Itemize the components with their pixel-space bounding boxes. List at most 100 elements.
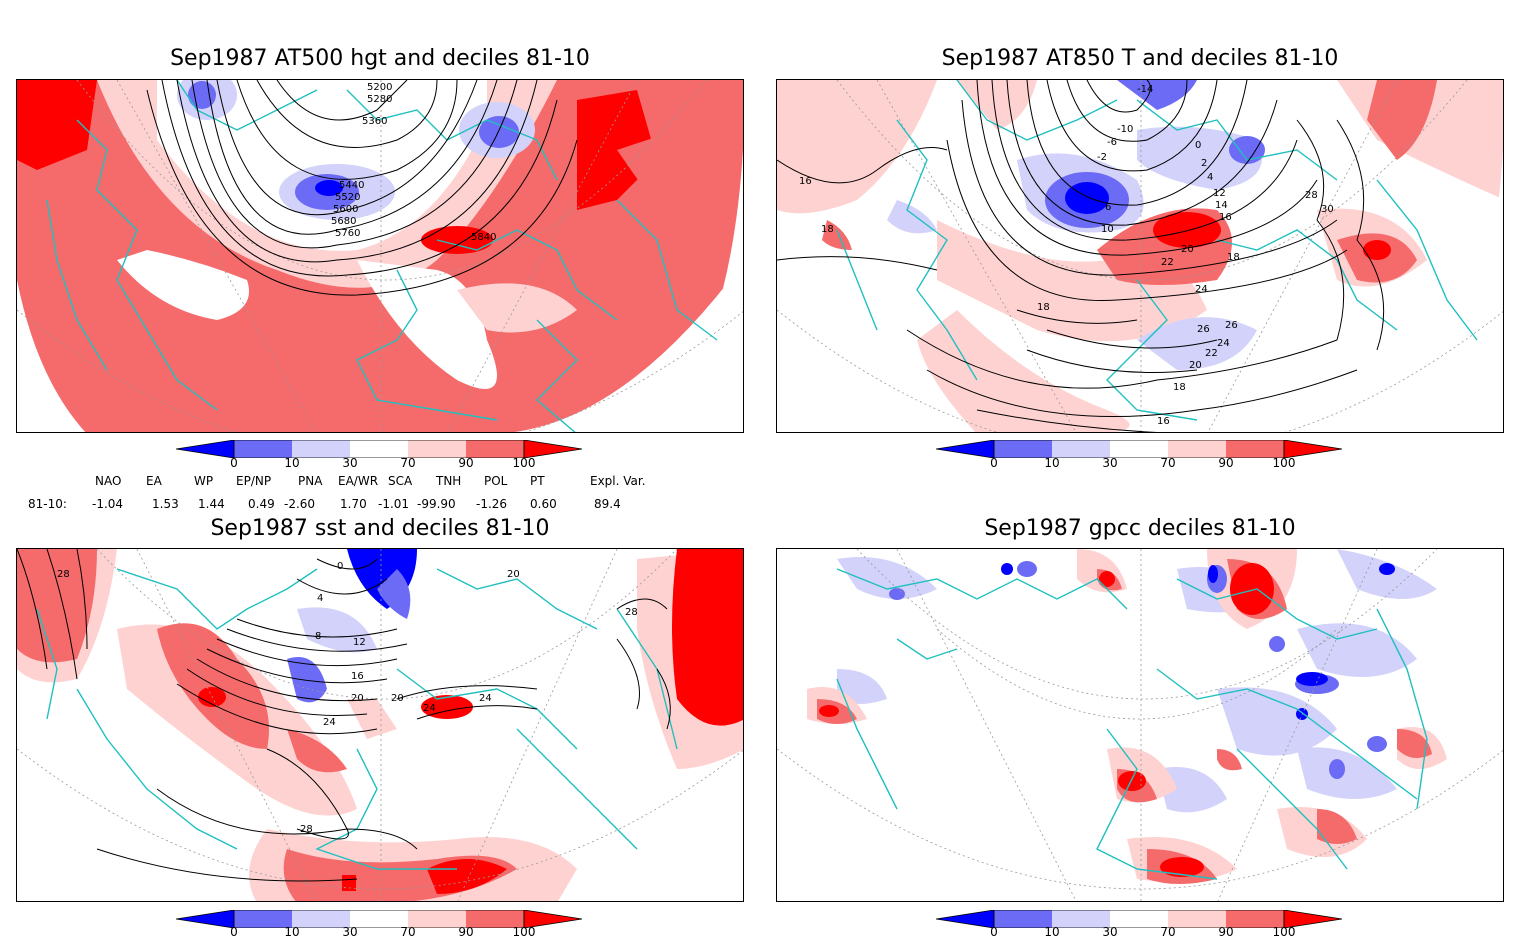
map-sst-canvas: 0 4 8 12 16 20 24 28 28 28 24 24 20 20 bbox=[17, 549, 743, 901]
contour-label: 26 bbox=[1225, 320, 1238, 331]
contour-label: 18 bbox=[1037, 302, 1050, 313]
index-header: EA/WR bbox=[338, 474, 379, 488]
colorbar-top-left-ramp bbox=[175, 439, 583, 459]
contour-label: 6 bbox=[1105, 202, 1111, 213]
colorbar-bottom-right-ramp bbox=[935, 909, 1343, 929]
contour-label: 28 bbox=[300, 824, 313, 835]
panel-title-gpcc: Sep1987 gpcc deciles 81-10 bbox=[984, 516, 1296, 541]
index-value: 0.60 bbox=[530, 497, 557, 511]
colorbar-tick: 10 bbox=[284, 925, 300, 939]
contour-label: 22 bbox=[1205, 348, 1218, 359]
contour-label: 20 bbox=[391, 693, 404, 704]
contour-label: 24 bbox=[1217, 338, 1230, 349]
map-hgt500-canvas: 5200 5280 5360 5440 5520 5600 5680 5760 … bbox=[17, 80, 743, 432]
map-hgt500: 5200 5280 5360 5440 5520 5600 5680 5760 … bbox=[16, 79, 744, 433]
colorbar-tick: 70 bbox=[1160, 456, 1176, 470]
colorbar-tick: 30 bbox=[1102, 925, 1118, 939]
colorbar-tick: 10 bbox=[284, 456, 300, 470]
colorbar-tick: 90 bbox=[1218, 925, 1234, 939]
contour-label: 5280 bbox=[367, 94, 392, 105]
contour-label: 16 bbox=[1157, 416, 1170, 427]
colorbar-tick: 70 bbox=[1160, 925, 1176, 939]
panel-title-sst: Sep1987 sst and deciles 81-10 bbox=[210, 516, 550, 541]
colorbar-tick: 100 bbox=[1272, 925, 1296, 939]
index-row-label: 81-10: bbox=[28, 497, 67, 511]
contour-label: 5200 bbox=[367, 82, 392, 93]
colorbar-tick: 30 bbox=[342, 925, 358, 939]
map-gpcc bbox=[776, 548, 1504, 902]
contour-label: 20 bbox=[1189, 360, 1202, 371]
contour-label: 5440 bbox=[339, 180, 364, 191]
map-t850-canvas: -14 -10 -6 -2 0 2 4 6 10 12 14 16 18 20 … bbox=[777, 80, 1503, 432]
index-header: EP/NP bbox=[236, 474, 272, 488]
panel-title-hgt500: Sep1987 AT500 hgt and deciles 81-10 bbox=[170, 46, 590, 71]
index-header: WP bbox=[194, 474, 214, 488]
colorbar-bottom-left-ramp bbox=[175, 909, 583, 929]
contour-label: -10 bbox=[1117, 124, 1133, 135]
contour-label: 16 bbox=[351, 671, 364, 682]
contour-label: 18 bbox=[1227, 252, 1240, 263]
colorbar-bottom-right: 0 10 30 70 90 100 bbox=[935, 909, 1346, 940]
colorbar-top-right: 0 10 30 70 90 100 bbox=[935, 439, 1346, 476]
colorbar-top-right-ramp bbox=[935, 439, 1343, 459]
t850-contour-labels: -14 -10 -6 -2 0 2 4 6 10 12 14 16 18 20 … bbox=[799, 84, 1334, 427]
contour-label: 24 bbox=[1195, 284, 1208, 295]
colorbar-tick: 0 bbox=[230, 456, 238, 470]
hgt500-contour-labels: 5200 5280 5360 5440 5520 5600 5680 5760 … bbox=[331, 82, 496, 243]
map-sst: 0 4 8 12 16 20 24 28 28 28 24 24 20 20 bbox=[16, 548, 744, 902]
index-header: PNA bbox=[298, 474, 323, 488]
colorbar-tick: 10 bbox=[1044, 925, 1060, 939]
contour-label: 12 bbox=[353, 637, 366, 648]
index-header: TNH bbox=[436, 474, 462, 488]
contour-label: 20 bbox=[507, 569, 520, 580]
contour-label: 5360 bbox=[362, 116, 387, 127]
index-value: 89.4 bbox=[594, 497, 621, 511]
colorbar-tick: 70 bbox=[400, 925, 416, 939]
contour-label: 10 bbox=[1101, 224, 1114, 235]
colorbar-tick: 30 bbox=[342, 456, 358, 470]
map-gpcc-canvas bbox=[777, 549, 1503, 901]
index-value: -1.01 bbox=[378, 497, 410, 511]
colorbar-bottom-left: 0 10 30 70 90 100 bbox=[175, 909, 586, 940]
contour-label: 30 bbox=[1321, 204, 1334, 215]
colorbar-top-left: 0 10 30 70 90 100 bbox=[175, 439, 586, 476]
index-header: EA bbox=[146, 474, 162, 488]
contour-label: 18 bbox=[1173, 382, 1186, 393]
contour-label: 2 bbox=[1201, 158, 1207, 169]
contour-label: -6 bbox=[1107, 137, 1117, 148]
colorbar-tick: 0 bbox=[990, 925, 998, 939]
contour-label: 5840 bbox=[471, 232, 496, 243]
index-value: -1.04 bbox=[92, 497, 124, 511]
index-value: 1.44 bbox=[198, 497, 225, 511]
colorbar-tick: 30 bbox=[1102, 456, 1118, 470]
contour-label: 24 bbox=[323, 717, 336, 728]
contour-label: 5600 bbox=[333, 204, 358, 215]
colorbar-tick: 70 bbox=[400, 456, 416, 470]
contour-label: 16 bbox=[1219, 212, 1232, 223]
index-header: POL bbox=[484, 474, 508, 488]
colorbar-tick: 90 bbox=[458, 456, 474, 470]
contour-label: 14 bbox=[1215, 200, 1228, 211]
colorbar-tick: 10 bbox=[1044, 456, 1060, 470]
index-value: 1.70 bbox=[340, 497, 367, 511]
colorbar-tick: 90 bbox=[458, 925, 474, 939]
contour-label: 26 bbox=[1197, 324, 1210, 335]
contour-label: 28 bbox=[57, 569, 70, 580]
contour-label: 24 bbox=[423, 703, 436, 714]
contour-label: 28 bbox=[1305, 190, 1318, 201]
contour-label: -2 bbox=[1097, 152, 1107, 163]
contour-label: 12 bbox=[1213, 188, 1226, 199]
contour-label: 5520 bbox=[335, 192, 360, 203]
index-header: NAO bbox=[95, 474, 122, 488]
sst-contour-labels: 0 4 8 12 16 20 24 28 28 28 24 24 20 20 bbox=[57, 561, 638, 835]
contour-label: 28 bbox=[625, 607, 638, 618]
contour-label: 0 bbox=[337, 561, 343, 572]
index-value: -1.26 bbox=[476, 497, 508, 511]
map-t850: -14 -10 -6 -2 0 2 4 6 10 12 14 16 18 20 … bbox=[776, 79, 1504, 433]
contour-label: 8 bbox=[315, 631, 321, 642]
colorbar-tick: 100 bbox=[1272, 456, 1296, 470]
colorbar-tick: 100 bbox=[512, 456, 536, 470]
index-value: -99.90 bbox=[417, 497, 456, 511]
contour-label: 4 bbox=[1207, 172, 1213, 183]
index-value: 0.49 bbox=[248, 497, 275, 511]
